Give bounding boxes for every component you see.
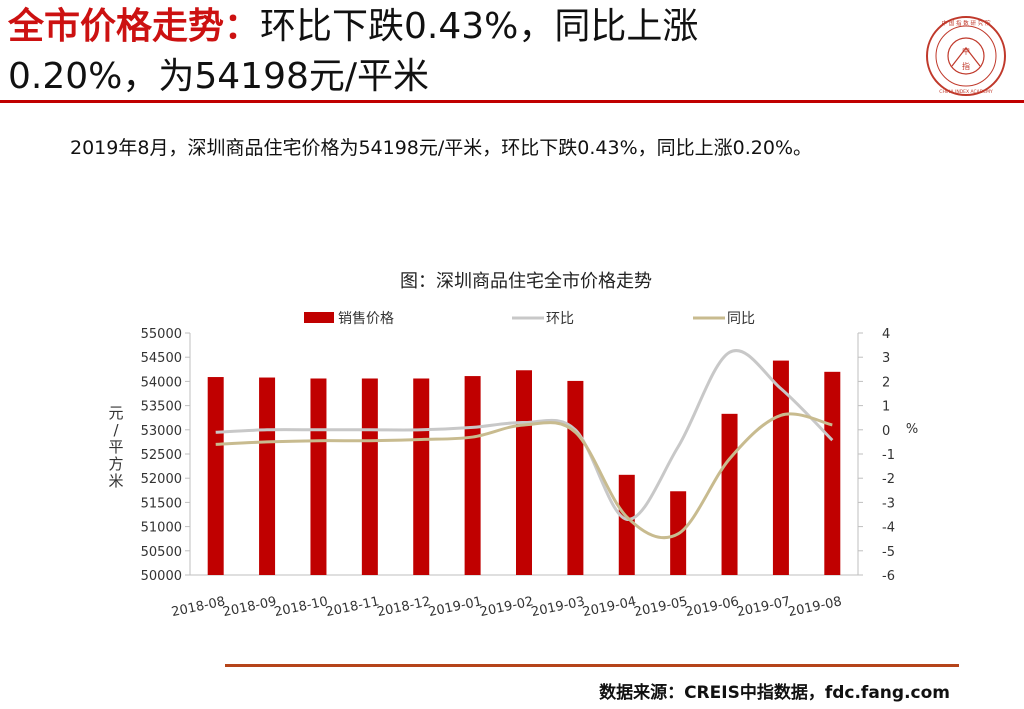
y-tick-label: 53000 <box>141 424 182 439</box>
bar-2019-04 <box>618 474 635 575</box>
y2-tick-label: -6 <box>882 569 895 584</box>
y-tick-label: 55000 <box>141 327 182 342</box>
headline-line2: 0.20%，为54198元/平米 <box>8 56 430 97</box>
bar-2018-08 <box>207 377 224 575</box>
y-axis-label-char: 元 <box>108 404 123 422</box>
y-tick-label: 52000 <box>141 472 182 487</box>
y-tick-label: 50000 <box>141 569 182 584</box>
y2-tick-label: 0 <box>882 424 890 439</box>
bar-2019-01 <box>464 376 481 575</box>
data-source: 数据来源：CREIS中指数据，fdc.fang.com <box>599 683 950 703</box>
y-tick-label: 51000 <box>141 521 182 536</box>
y-tick-label: 54000 <box>141 375 182 390</box>
chart-title: 图：深圳商品住宅全市价格走势 <box>400 271 652 292</box>
y-axis-label-char: 平 <box>108 438 123 456</box>
legend-label-2: 同比 <box>727 311 755 327</box>
y2-tick-label: -1 <box>882 448 895 463</box>
bar-2019-02 <box>516 370 532 575</box>
summary-text: 2019年8月，深圳商品住宅价格为54198元/平米，环比下跌0.43%，同比上… <box>70 137 813 159</box>
bar-2018-10 <box>310 378 327 575</box>
x-tick-label: 2019-04 <box>581 594 637 620</box>
title-divider <box>0 100 1024 103</box>
y-tick-label: 50500 <box>141 545 182 560</box>
bar-2018-09 <box>259 377 276 575</box>
x-tick-label: 2019-07 <box>735 594 791 620</box>
y2-tick-label: -3 <box>882 496 895 511</box>
x-tick-label: 2018-11 <box>324 594 380 620</box>
bar-2019-06 <box>721 413 738 575</box>
y2-axis-label: % <box>906 422 918 437</box>
x-tick-label: 2019-06 <box>684 594 740 620</box>
x-tick-label: 2018-10 <box>273 594 329 620</box>
bar-2018-12 <box>413 378 430 575</box>
line-series-yoy <box>215 412 833 540</box>
y2-tick-label: 2 <box>882 375 890 390</box>
x-tick-label: 2019-05 <box>633 594 689 620</box>
legend-swatch-0 <box>304 312 334 323</box>
logo-ring-text: CHINA INDEX ACADEMY <box>939 89 993 95</box>
footer-divider <box>225 664 959 667</box>
y2-tick-label: 3 <box>882 351 890 366</box>
x-tick-label: 2018-08 <box>170 594 226 620</box>
y2-tick-label: -2 <box>882 472 895 487</box>
headline-line1: 环比下跌0.43%，同比上涨 <box>260 6 699 47</box>
logo-center-bottom: 指 <box>962 61 970 71</box>
y-axis-label-char: 米 <box>108 472 123 490</box>
x-tick-label: 2018-12 <box>376 594 432 620</box>
x-tick-label: 2019-08 <box>787 594 843 620</box>
y-tick-label: 52500 <box>141 448 182 463</box>
bar-2019-08 <box>824 371 841 575</box>
headline: 全市价格走势：环比下跌0.43%，同比上涨 0.20%，为54198元/平米 <box>8 2 908 102</box>
y-axis-label-char: 方 <box>108 455 123 473</box>
x-tick-label: 2018-09 <box>222 594 278 620</box>
logo-top-text: 中 国 指 数 研 究 院 <box>942 19 991 27</box>
line-series-mom <box>215 349 834 521</box>
y-tick-label: 54500 <box>141 351 182 366</box>
x-tick-label: 2019-01 <box>427 594 483 620</box>
legend-label-1: 环比 <box>546 311 574 327</box>
y2-tick-label: 1 <box>882 400 890 415</box>
y-axis-label-char: / <box>113 421 119 439</box>
x-tick-label: 2019-02 <box>479 594 535 620</box>
y2-tick-label: -4 <box>882 521 895 536</box>
legend-label-0: 销售价格 <box>338 311 394 327</box>
x-tick-label: 2019-03 <box>530 594 586 620</box>
y2-tick-label: -5 <box>882 545 895 560</box>
bar-2018-11 <box>361 378 378 575</box>
logo-center-top: 中 <box>962 46 970 56</box>
y-tick-label: 51500 <box>141 496 182 511</box>
headline-key: 全市价格走势： <box>8 6 261 47</box>
y-tick-label: 53500 <box>141 400 182 415</box>
china-index-academy-seal-icon: 中 指 中 国 指 数 研 究 院 CHINA INDEX ACADEMY <box>926 16 1006 96</box>
bar-2019-03 <box>567 380 584 575</box>
y2-tick-label: 4 <box>882 327 890 342</box>
